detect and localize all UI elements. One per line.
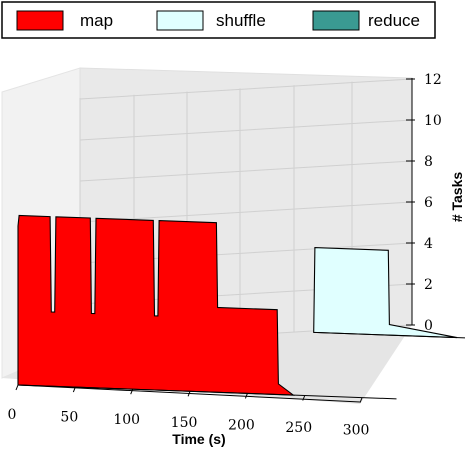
x-tick-label: 0 — [8, 407, 17, 423]
x-tick-label: 50 — [60, 410, 78, 426]
legend: map shuffle reduce — [2, 2, 435, 38]
z-tick-label: 6 — [424, 195, 433, 211]
x-tick-label: 300 — [343, 423, 370, 439]
x-tick-label: 100 — [113, 412, 140, 428]
series-area-shuffle — [314, 248, 457, 338]
z-tick-label: 10 — [424, 113, 442, 129]
z-tick-label: 0 — [424, 318, 433, 334]
x-axis-title: Time (s) — [172, 431, 225, 447]
legend-swatch-map — [17, 11, 63, 30]
x-tick-label: 150 — [171, 415, 198, 431]
x-tick-mark — [131, 389, 133, 394]
z-tick-label: 8 — [424, 154, 433, 170]
z-axis-title: # Tasks — [449, 172, 465, 223]
z-tick-label: 12 — [424, 72, 442, 88]
x-tick-label: 250 — [285, 420, 312, 436]
legend-swatch-reduce — [313, 11, 359, 30]
z-tick-label: 2 — [424, 277, 433, 293]
x-tick-mark — [16, 385, 18, 390]
legend-label-shuffle: shuffle — [216, 11, 266, 30]
legend-label-map: map — [80, 11, 113, 30]
legend-swatch-shuffle — [157, 11, 203, 30]
legend-label-reduce: reduce — [368, 11, 420, 30]
z-tick-label: 4 — [424, 236, 433, 252]
x-tick-label: 200 — [228, 417, 255, 433]
